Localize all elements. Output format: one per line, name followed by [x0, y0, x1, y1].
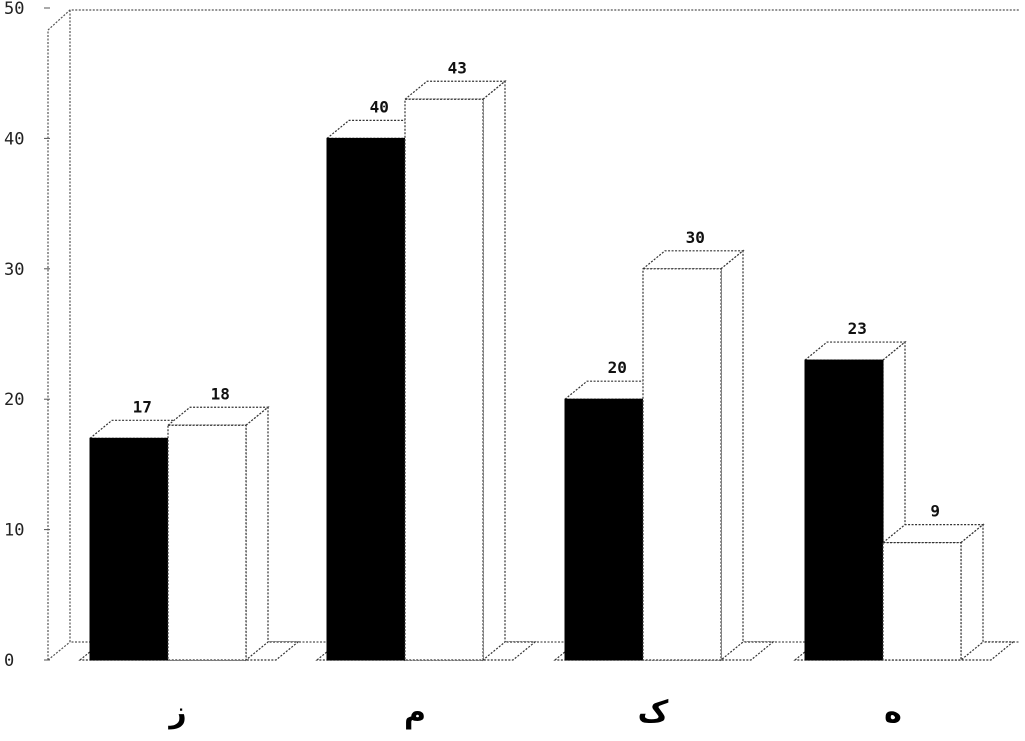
bar-side-face: [720, 249, 744, 662]
x-category-label: ز: [167, 695, 186, 730]
bar-value-label: 9: [930, 502, 940, 521]
bar-side-face: [960, 523, 984, 662]
bar-solid: [804, 359, 884, 661]
bars: [88, 80, 985, 662]
y-axis: 0 10 20 30 40 50: [4, 0, 50, 671]
bar-value-label: 23: [848, 319, 867, 338]
x-category-label: ک: [638, 695, 669, 730]
bar-value-label: 40: [370, 97, 389, 116]
y-tick-label: 50: [4, 0, 24, 19]
bar-hatched: [404, 98, 484, 661]
y-tick-label: 40: [4, 129, 24, 149]
y-tick-label: 0: [4, 651, 14, 671]
x-category-label: م: [404, 695, 426, 730]
floor-corner-edge: [47, 641, 71, 661]
back-wall-edge: [47, 9, 1020, 660]
bar-value-label: 30: [686, 228, 705, 247]
bar-value-label: 18: [211, 384, 230, 403]
bar-value-label: 17: [133, 397, 152, 416]
bar-side-face: [245, 406, 269, 662]
data-labels: 17 40 20 23 18 43 30 9: [133, 58, 940, 520]
bar-hatched: [882, 542, 962, 661]
bar-value-label: 20: [608, 358, 627, 377]
y-tick-label: 20: [4, 390, 24, 410]
bar-hatched: [167, 424, 247, 661]
bar-side-face: [482, 80, 506, 662]
x-category-label: ه: [884, 695, 902, 730]
y-tick-label: 30: [4, 260, 24, 280]
bar-hatched: [642, 268, 722, 661]
bar-solid: [326, 137, 406, 661]
bar-solid: [89, 437, 169, 661]
bar-solid: [564, 398, 644, 661]
bar-value-label: 43: [448, 58, 467, 77]
y-tick-label: 10: [4, 521, 24, 541]
